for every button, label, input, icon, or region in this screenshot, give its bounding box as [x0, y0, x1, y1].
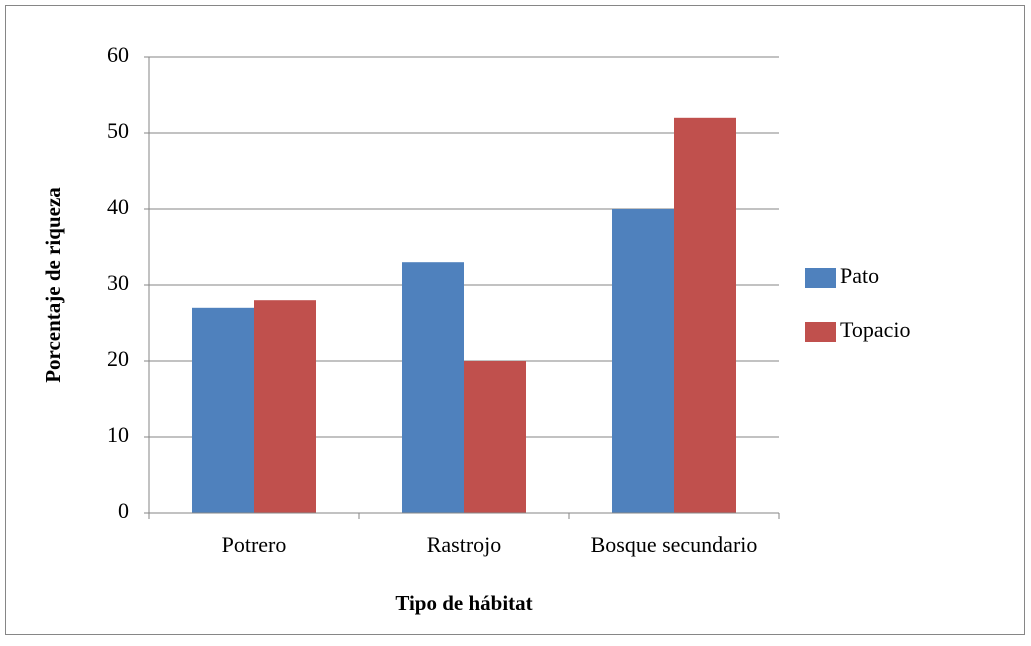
y-tick-label: 0: [118, 498, 129, 523]
x-tick-label: Potrero: [222, 532, 287, 557]
x-tick-label: Bosque secundario: [591, 532, 758, 557]
x-tick-label: Rastrojo: [427, 532, 502, 557]
bar: [402, 262, 464, 513]
bar: [192, 307, 254, 513]
y-tick-label: 10: [107, 422, 129, 447]
bar: [612, 209, 674, 513]
y-axis-title: Porcentaje de riqueza: [41, 187, 65, 383]
y-tick-label: 50: [107, 118, 129, 143]
bar: [674, 117, 736, 514]
x-axis-title: Tipo de hábitat: [395, 591, 532, 615]
y-tick-label: 30: [107, 270, 129, 295]
y-tick-label: 60: [107, 42, 129, 67]
y-tick-label: 40: [107, 194, 129, 219]
legend-swatch: [805, 268, 836, 288]
bar: [464, 361, 526, 513]
legend-swatch: [805, 322, 836, 342]
bar: [254, 300, 316, 513]
legend-label: Topacio: [840, 317, 911, 342]
y-tick-label: 20: [107, 346, 129, 371]
legend-label: Pato: [840, 263, 879, 288]
chart-border: [5, 5, 1025, 635]
